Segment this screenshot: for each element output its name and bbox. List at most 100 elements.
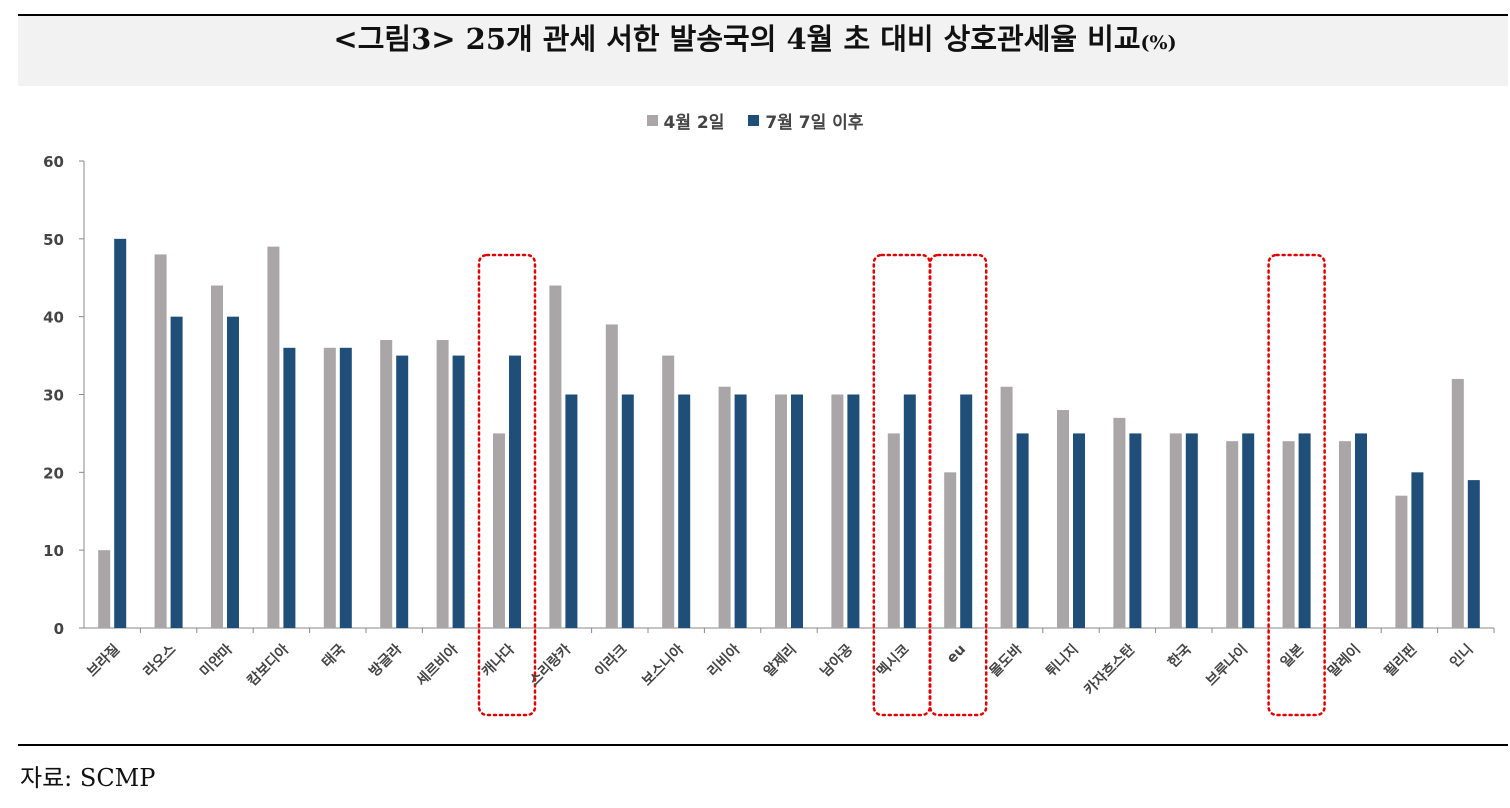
x-tick-label: 필리핀 (1381, 641, 1420, 680)
bar-series1 (944, 472, 957, 628)
x-tick-label: 멕시코 (873, 641, 912, 680)
chart-title: <그림3> 25개 관세 서한 발송국의 4월 초 대비 상호관세율 비교(%) (0, 16, 1510, 58)
x-tick-label: 태국 (319, 641, 349, 671)
title-band (18, 16, 1508, 86)
x-tick-label: 인니 (1446, 641, 1476, 671)
bar-series2 (903, 394, 916, 628)
x-tick-label: 리비아 (704, 641, 743, 680)
chart-title-main: <그림3> 25개 관세 서한 발송국의 4월 초 대비 상호관세율 비교 (333, 22, 1141, 56)
y-tick-label: 40 (43, 309, 64, 327)
bar-series1 (211, 285, 223, 628)
bar-series2 (283, 347, 296, 628)
bar-series2 (791, 394, 803, 628)
x-tick-label: 캄보디아 (244, 641, 293, 690)
x-tick-label: 방글라 (366, 641, 405, 680)
x-tick-label: 일본 (1278, 641, 1308, 671)
bar-series2 (1242, 433, 1255, 628)
y-tick-label: 10 (43, 542, 64, 560)
source-note: 자료: SCMP (20, 764, 156, 792)
bar-series2 (1016, 433, 1029, 628)
y-tick-label: 60 (43, 153, 64, 171)
bar-series2 (452, 355, 465, 628)
x-tick-label: 보스니아 (639, 641, 688, 690)
x-tick-label: 세르비아 (413, 641, 462, 690)
bar-series1 (1451, 378, 1464, 628)
bar-series1 (380, 340, 393, 628)
bar-series2 (621, 394, 634, 628)
bar-series2 (1298, 433, 1311, 628)
bar-series2 (1185, 433, 1198, 628)
x-tick-label: 카자흐스탄 (1081, 641, 1139, 699)
x-tick-label: 남아공 (817, 641, 856, 680)
bar-series2 (396, 355, 409, 628)
bar-series2 (565, 394, 578, 628)
bar-series1 (1339, 441, 1351, 628)
legend-label-series1: 4월 2일 (663, 113, 725, 133)
bar-series2 (678, 394, 691, 628)
bar-series1 (1000, 386, 1013, 628)
bar-series1 (436, 340, 449, 628)
bar-series1 (1226, 441, 1239, 628)
bar-series1 (1057, 410, 1069, 628)
x-tick-label: 말레이 (1324, 641, 1363, 680)
bar-series1 (1113, 417, 1126, 628)
legend-item-series1: 4월 2일 (646, 108, 725, 133)
legend-item-series2: 7월 7일 이후 (748, 108, 863, 133)
bar-series2 (1129, 433, 1142, 628)
bar-series2 (1467, 480, 1480, 628)
y-tick-label: 0 (54, 620, 64, 638)
x-tick-label: eu (944, 642, 969, 667)
bar-series1 (98, 550, 111, 628)
y-tick-label: 30 (43, 387, 64, 405)
chart-title-unit: (%) (1140, 32, 1177, 54)
x-tick-label: 몰도바 (987, 641, 1026, 680)
top-rule (18, 14, 1508, 16)
bar-series1 (1169, 433, 1182, 628)
bar-series2 (1411, 472, 1424, 628)
highlight-box (477, 253, 537, 717)
highlight-box (872, 253, 932, 717)
bar-chart: 0 10 20 30 40 50 60 브라질 라오스 미얀마 캄보디아 태국 방글라 세르비아 캐나다 스리… (43, 153, 1495, 717)
bar-series1 (323, 347, 336, 628)
x-tick-label: 한국 (1165, 641, 1195, 671)
bar-series2 (509, 355, 521, 628)
bar-series2 (960, 394, 973, 628)
bar-series1 (154, 254, 167, 628)
bar-series1 (549, 285, 562, 628)
x-tick-label: 브라질 (84, 642, 123, 681)
bar-series1 (775, 394, 787, 628)
bar-series1 (718, 386, 731, 628)
bar-series1 (605, 324, 618, 628)
x-tick-label: 라오스 (141, 641, 180, 680)
bar-series2 (1073, 433, 1085, 628)
bar-series1 (493, 433, 505, 628)
legend: 4월 2일 7월 7일 이후 (0, 108, 1510, 133)
bar-series1 (662, 355, 675, 628)
bar-series2 (114, 238, 127, 629)
bar-series1 (1395, 495, 1408, 628)
x-tick-label: 스리랑카 (526, 641, 574, 689)
bar-series2 (339, 347, 352, 628)
bar-series2 (734, 394, 747, 628)
bar-series2 (847, 394, 860, 628)
x-tick-label: 미얀마 (196, 641, 235, 680)
bar-series1 (831, 394, 844, 628)
bottom-rule (18, 744, 1508, 746)
legend-swatch-series2 (748, 115, 760, 126)
legend-label-series2: 7월 7일 이후 (765, 113, 864, 133)
y-tick-label: 20 (43, 464, 64, 482)
highlight-box (928, 253, 988, 717)
x-tick-label: 이라크 (591, 641, 630, 680)
bar-series2 (1355, 433, 1367, 628)
x-tick-label: 알제리 (761, 642, 800, 681)
bar-series1 (267, 246, 280, 628)
bar-series2 (227, 316, 239, 628)
bar-series1 (887, 433, 900, 628)
legend-swatch-series1 (646, 115, 658, 126)
y-tick-label: 50 (43, 231, 64, 249)
bar-series2 (170, 316, 183, 628)
x-tick-label: 튀니지 (1043, 642, 1082, 681)
x-tick-label: 브루나이 (1203, 641, 1251, 689)
bar-series1 (1282, 441, 1295, 628)
highlight-box (1267, 253, 1326, 717)
